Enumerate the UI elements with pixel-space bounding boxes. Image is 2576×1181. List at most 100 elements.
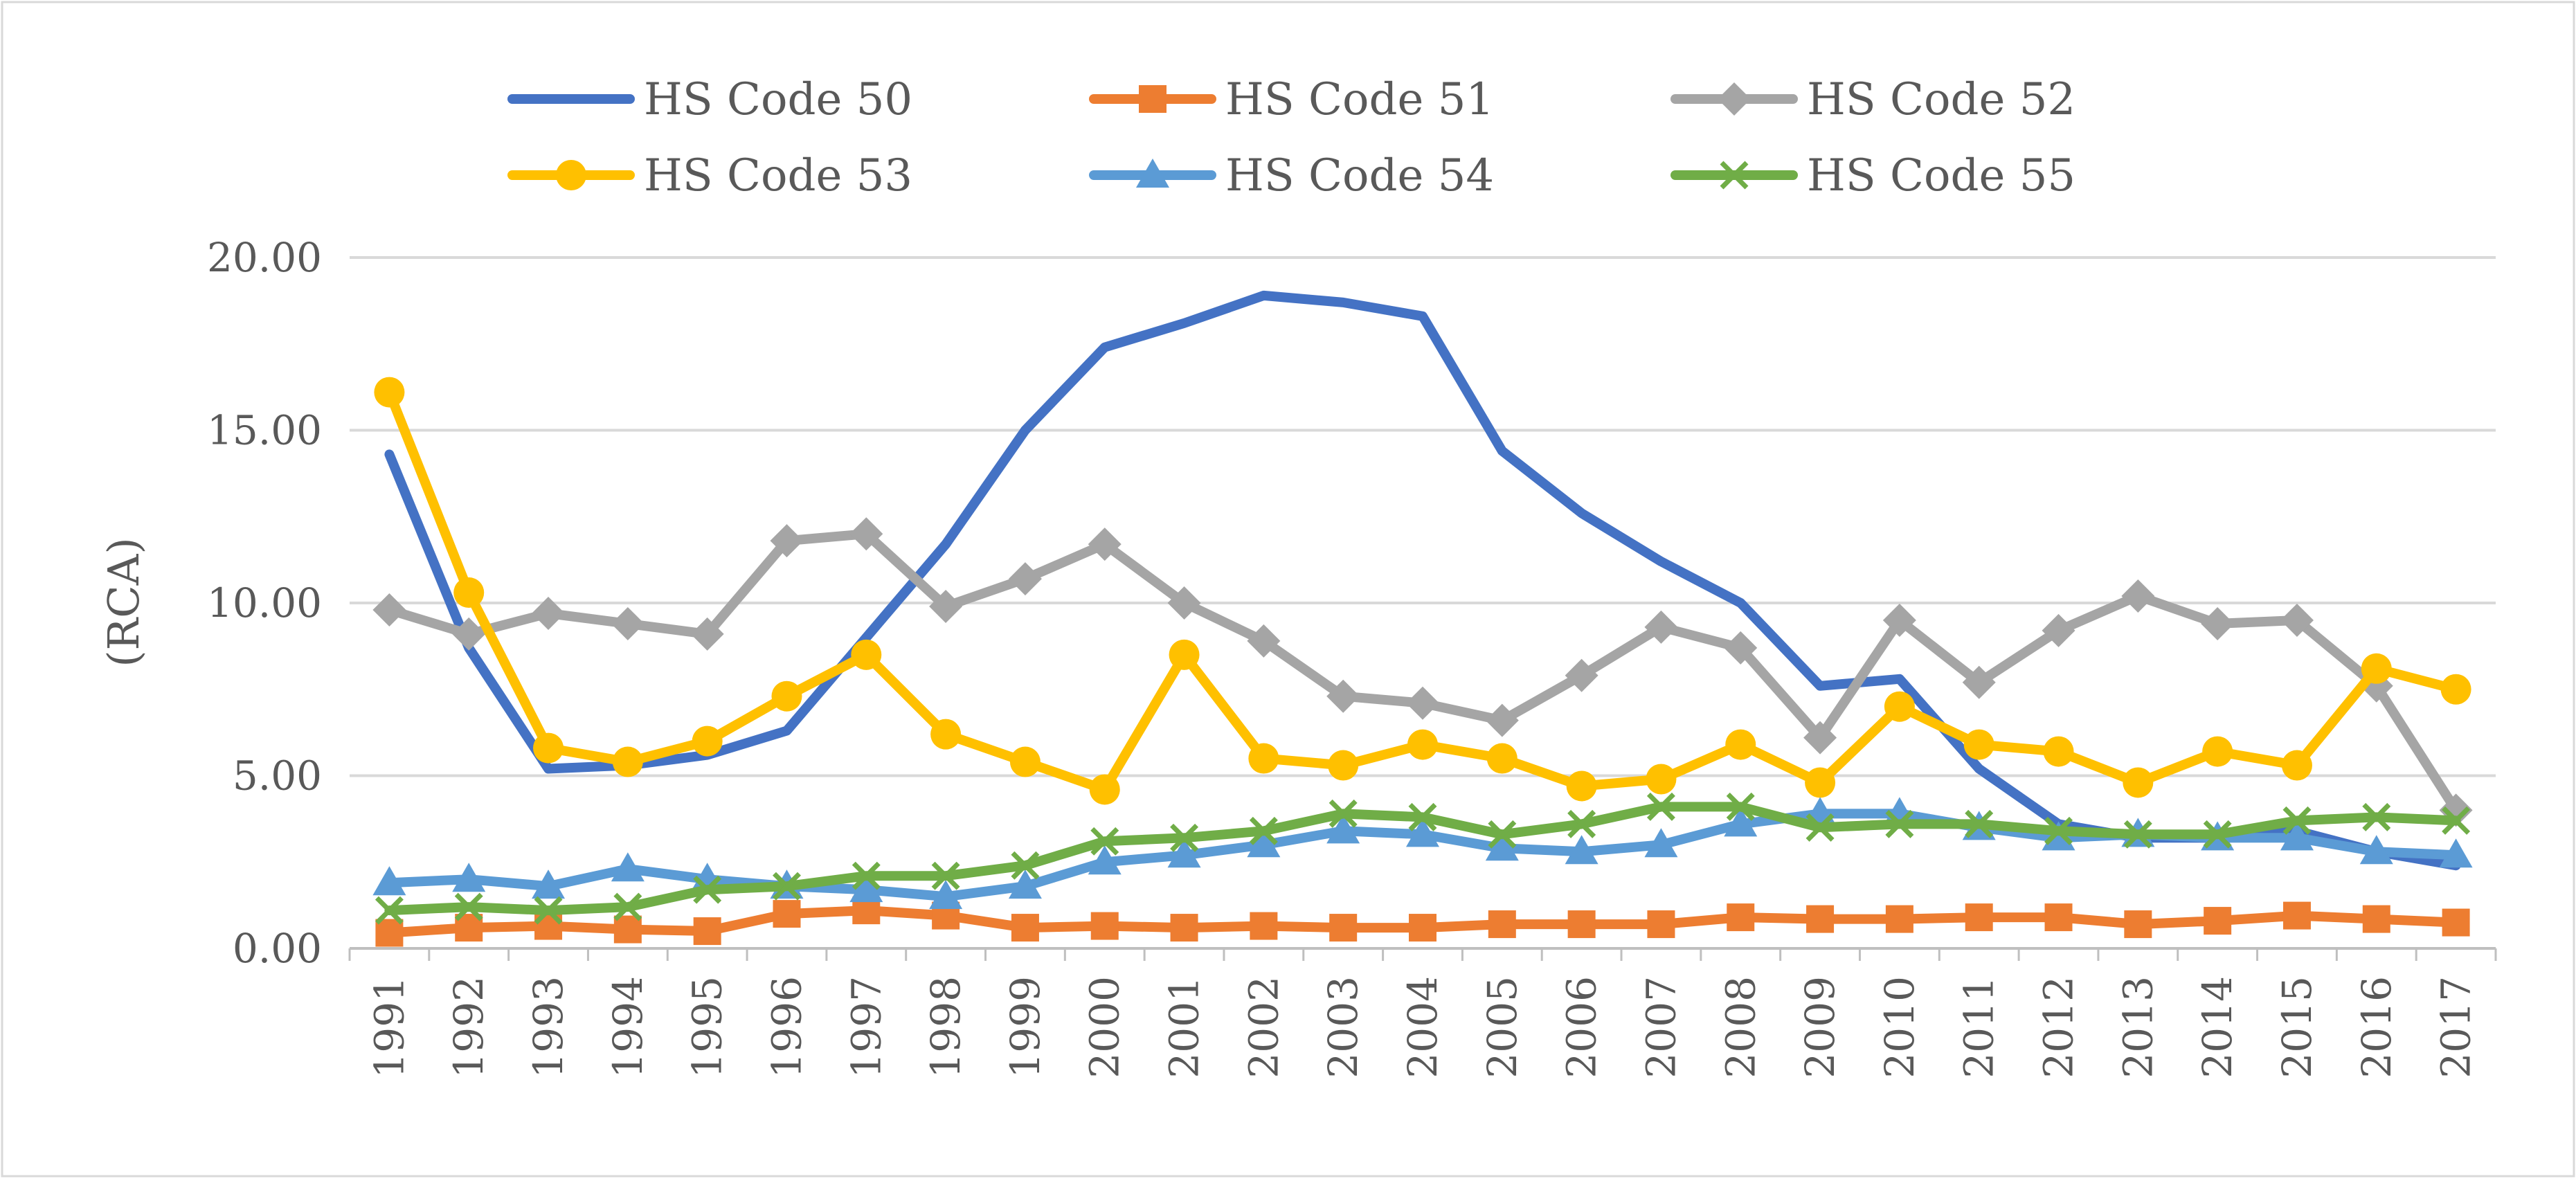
- data-point: [2044, 816, 2073, 845]
- data-point: [1963, 729, 1994, 760]
- data-point: [1088, 528, 1122, 561]
- x-tick-label: 1992: [445, 976, 492, 1079]
- data-point: [1011, 851, 1040, 880]
- data-point-stroke: [693, 875, 722, 904]
- y-axis-title: (RCA): [98, 537, 149, 667]
- data-point-stroke: [1170, 823, 1199, 852]
- y-tick-label: 5.00: [233, 752, 322, 800]
- data-point: [2123, 820, 2152, 849]
- data-point: [613, 915, 642, 944]
- data-point: [1884, 691, 1915, 722]
- data-point: [1326, 814, 1360, 844]
- data-point: [1250, 912, 1278, 940]
- y-tick-label: 10.00: [207, 579, 322, 626]
- legend-label: HS Code 50: [644, 74, 912, 125]
- data-point: [1167, 838, 1201, 868]
- x-tick-label: 2005: [1479, 976, 1526, 1079]
- data-point-stroke: [2123, 820, 2152, 849]
- data-point-stroke: [1090, 827, 1119, 856]
- data-point: [1089, 774, 1120, 805]
- data-point: [612, 746, 643, 777]
- data-point: [849, 873, 883, 903]
- data-point: [1409, 914, 1436, 942]
- x-tick-label: 1994: [604, 976, 651, 1079]
- x-tick-label: 2010: [1876, 976, 1923, 1079]
- data-point: [1965, 809, 1994, 838]
- data-point: [1646, 764, 1677, 795]
- data-point: [2442, 908, 2470, 937]
- data-point: [693, 875, 722, 904]
- data-point-stroke: [534, 896, 563, 925]
- data-point: [2202, 736, 2233, 767]
- x-tick-label: 2004: [1399, 976, 1446, 1079]
- legend-entry: HS Code 55: [1670, 150, 2075, 201]
- series-hs-code-52: [372, 517, 2473, 827]
- data-point-stroke: [1567, 809, 1596, 838]
- data-point: [1485, 703, 1519, 737]
- data-point-stroke: [1805, 813, 1835, 842]
- data-point: [1407, 729, 1438, 760]
- x-tick-label: 1995: [684, 976, 731, 1079]
- x-tick-label: 2014: [2194, 976, 2241, 1079]
- legend-label: HS Code 54: [1225, 150, 1494, 201]
- data-point-stroke: [375, 896, 404, 925]
- legend-label: HS Code 52: [1807, 74, 2075, 125]
- data-point: [2361, 653, 2392, 684]
- data-point: [2439, 838, 2473, 868]
- series-hs-code-55: [375, 792, 2471, 925]
- data-point: [1885, 905, 1913, 933]
- x-tick-label: 2009: [1796, 976, 1844, 1079]
- data-point-stroke: [1488, 820, 1517, 849]
- data-point: [929, 589, 963, 623]
- x-tick-label: 2000: [1081, 976, 1128, 1079]
- data-point: [2043, 736, 2074, 767]
- data-point: [1139, 85, 1167, 113]
- legend-label: HS Code 53: [644, 150, 912, 201]
- data-point: [532, 869, 566, 899]
- data-point: [929, 880, 963, 910]
- data-point: [1724, 807, 1758, 837]
- x-tick-label: 1997: [843, 976, 890, 1079]
- legend-entry: HS Code 51: [1089, 74, 1494, 125]
- data-point: [372, 866, 406, 896]
- data-point: [1169, 639, 1200, 670]
- data-point: [1170, 823, 1199, 852]
- data-point: [2280, 821, 2314, 851]
- data-point: [851, 639, 882, 670]
- legend-label: HS Code 51: [1225, 74, 1494, 125]
- data-point: [1727, 903, 1755, 932]
- data-point: [2282, 901, 2311, 930]
- data-point: [2442, 806, 2471, 835]
- data-point: [533, 732, 564, 764]
- data-point: [773, 900, 801, 928]
- data-point: [1406, 686, 1439, 720]
- data-point: [1718, 82, 1751, 116]
- data-point: [1805, 767, 1836, 798]
- data-point: [1326, 679, 1360, 713]
- data-point: [1486, 743, 1517, 774]
- x-tick-label: 2011: [1956, 976, 2003, 1079]
- data-point: [852, 861, 881, 890]
- x-tick-label: 1991: [366, 976, 413, 1079]
- x-tick-label: 1996: [763, 976, 810, 1079]
- x-tick-label: 2006: [1558, 976, 1605, 1079]
- data-point: [611, 852, 645, 882]
- data-point: [1167, 586, 1201, 620]
- data-point: [1249, 816, 1278, 845]
- data-point: [454, 892, 483, 921]
- data-point: [534, 912, 563, 940]
- data-point: [2204, 907, 2232, 935]
- data-point: [1248, 743, 1279, 774]
- data-point: [375, 919, 404, 947]
- data-point: [372, 593, 406, 626]
- data-point: [2280, 603, 2314, 637]
- x-tick-label: 1998: [922, 976, 969, 1079]
- data-point: [773, 872, 801, 901]
- data-point: [1090, 912, 1119, 940]
- data-point: [771, 680, 802, 712]
- data-point: [1247, 624, 1281, 658]
- data-point: [375, 896, 404, 925]
- data-point-stroke: [1646, 792, 1675, 821]
- x-tick-label: 2016: [2353, 976, 2400, 1079]
- y-tick-label: 20.00: [207, 234, 322, 281]
